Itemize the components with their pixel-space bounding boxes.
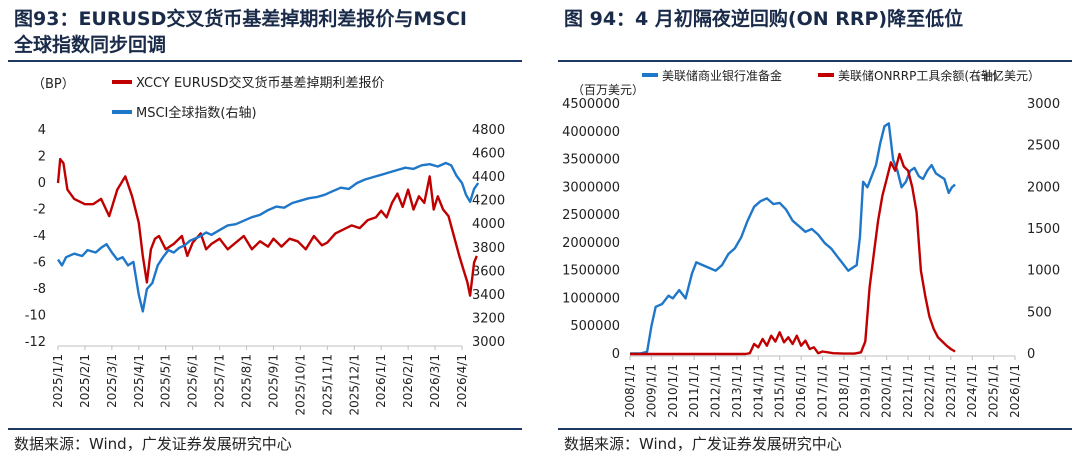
y-right-tick-label: 4400 xyxy=(472,170,505,185)
y-left-tick-label: 2 xyxy=(38,150,46,165)
series-line-1 xyxy=(56,157,478,297)
y-right-tick-label: 3000 xyxy=(1027,97,1060,112)
x-tick-label: 2019/1/1 xyxy=(858,364,872,418)
x-tick-label: 2025/2/1 xyxy=(78,354,92,408)
y-right-tick-label: 1500 xyxy=(1027,222,1060,237)
right-source-rule xyxy=(558,428,1072,430)
series-line-2 xyxy=(57,161,480,313)
x-tick-label: 2025/4/1 xyxy=(132,354,146,408)
y-left-tick-label: 2000000 xyxy=(562,236,620,251)
left-chart: （BP） XCCY EURUSD交叉货币基差掉期利差报价 MSCI全球指数(右轴) 4… xyxy=(25,75,505,416)
y-right-tick-label: 3000 xyxy=(472,335,505,350)
y-left-tick-label: -8 xyxy=(33,282,46,297)
left-source-rule xyxy=(8,428,522,430)
y-right-tick-label: 4200 xyxy=(472,194,505,209)
y-right-tick-label: 3600 xyxy=(472,264,505,279)
x-tick-label: 2025/1/1 xyxy=(987,364,1001,418)
y-left-tick-label: 500000 xyxy=(570,319,620,334)
series-line-1 xyxy=(630,122,956,355)
left-chart-title: 图93：EURUSD交叉货币基差掉期利差报价与MSCI 全球指数同步回调 xyxy=(14,8,467,56)
y-right-tick-label: 3200 xyxy=(472,311,505,326)
y-right-tick-label: 2000 xyxy=(1027,180,1060,195)
x-tick-label: 2025/10/1 xyxy=(293,354,307,416)
left-title-rule xyxy=(8,60,522,62)
x-tick-label: 2009/1/1 xyxy=(644,364,658,418)
y-left-tick-label: 1000000 xyxy=(562,291,620,306)
x-tick-label: 2011/1/1 xyxy=(687,364,701,418)
x-tick-label: 2010/1/1 xyxy=(666,364,680,418)
legend-label-blue: 美联储商业银行准备金 xyxy=(662,68,782,83)
y-left-tick-label: -4 xyxy=(33,229,46,244)
x-tick-label: 2025/9/1 xyxy=(266,354,280,408)
right-chart-left-unit: （百万美元） xyxy=(572,83,644,97)
y-left-tick-label: 4500000 xyxy=(562,97,620,112)
x-tick-label: 2026/4/1 xyxy=(455,354,469,408)
y-left-tick-label: 0 xyxy=(38,176,46,191)
x-tick-label: 2021/1/1 xyxy=(901,364,915,418)
right-title-rule xyxy=(558,60,1072,62)
x-tick-label: 2015/1/1 xyxy=(773,364,787,418)
right-chart: （百万美元） （十亿美元） 美联储商业银行准备金 美联储ONRRP工具余额(右轴) 45… xyxy=(562,68,1060,418)
x-tick-label: 2025/1/1 xyxy=(51,354,65,408)
x-tick-label: 2017/1/1 xyxy=(816,364,830,418)
y-right-tick-label: 3800 xyxy=(472,241,505,256)
x-tick-label: 2025/6/1 xyxy=(186,354,200,408)
y-left-tick-label: 3000000 xyxy=(562,180,620,195)
left-chart-panel: 图93：EURUSD交叉货币基差掉期利差报价与MSCI 全球指数同步回调 （BP… xyxy=(0,0,530,460)
x-tick-label: 2020/1/1 xyxy=(880,364,894,418)
x-tick-label: 2026/3/1 xyxy=(428,354,442,408)
y-left-tick-label: -10 xyxy=(25,309,46,324)
x-tick-label: 2012/1/1 xyxy=(709,364,723,418)
x-tick-label: 2025/11/1 xyxy=(320,354,334,416)
x-tick-label: 2026/2/1 xyxy=(401,354,415,408)
x-tick-label: 2022/1/1 xyxy=(922,364,936,418)
y-right-tick-label: 4600 xyxy=(472,147,505,162)
x-tick-label: 2026/1/1 xyxy=(374,354,388,408)
x-tick-label: 2014/1/1 xyxy=(751,364,765,418)
x-tick-label: 2023/1/1 xyxy=(944,364,958,418)
x-tick-label: 2025/3/1 xyxy=(105,354,119,408)
x-tick-label: 2024/1/1 xyxy=(965,364,979,418)
y-left-tick-label: -2 xyxy=(33,203,46,218)
series-line-2 xyxy=(630,152,956,356)
x-tick-label: 2025/8/1 xyxy=(240,354,254,408)
y-left-tick-label: 2500000 xyxy=(562,208,620,223)
y-right-tick-label: 4000 xyxy=(472,217,505,232)
legend-label-blue: MSCI全球指数(右轴) xyxy=(136,105,257,121)
x-tick-label: 2026/1/1 xyxy=(1008,364,1022,418)
y-left-tick-label: 3500000 xyxy=(562,153,620,168)
right-chart-right-unit: （十亿美元） xyxy=(968,68,1040,83)
y-right-tick-label: 500 xyxy=(1027,305,1052,320)
left-axis-unit: （BP） xyxy=(32,77,75,92)
right-chart-title: 图 94：4 月初隔夜逆回购(ON RRP)降至低位 xyxy=(564,8,964,30)
y-left-tick-label: -6 xyxy=(33,256,46,271)
y-left-tick-label: -12 xyxy=(25,335,46,350)
y-right-tick-label: 1000 xyxy=(1027,264,1060,279)
right-chart-panel: 图 94：4 月初隔夜逆回购(ON RRP)降至低位 （百万美元） （十亿美元）美… xyxy=(550,0,1080,460)
y-right-tick-label: 4800 xyxy=(472,123,505,138)
x-tick-label: 2016/1/1 xyxy=(794,364,808,418)
y-right-tick-label: 2500 xyxy=(1027,139,1060,154)
x-tick-label: 2025/7/1 xyxy=(213,354,227,408)
y-left-tick-label: 4 xyxy=(38,123,46,138)
x-tick-label: 2025/5/1 xyxy=(159,354,173,408)
y-right-tick-label: 0 xyxy=(1027,347,1035,362)
left-source: 数据来源：Wind，广发证券发展研究中心 xyxy=(14,435,292,453)
x-tick-label: 2025/12/1 xyxy=(347,354,361,416)
x-tick-label: 2018/1/1 xyxy=(837,364,851,418)
x-tick-label: 2013/1/1 xyxy=(730,364,744,418)
legend-label-red: XCCY EURUSD交叉货币基差掉期利差报价 xyxy=(136,75,385,91)
y-right-tick-label: 3400 xyxy=(472,288,505,303)
y-left-tick-label: 0 xyxy=(612,347,620,362)
y-left-tick-label: 4000000 xyxy=(562,125,620,140)
x-tick-label: 2008/1/1 xyxy=(623,364,637,418)
y-left-tick-label: 1500000 xyxy=(562,264,620,279)
legend-label-red: 美联储ONRRP工具余额(右轴) xyxy=(838,68,998,83)
right-source: 数据来源：Wind，广发证券发展研究中心 xyxy=(564,435,842,453)
